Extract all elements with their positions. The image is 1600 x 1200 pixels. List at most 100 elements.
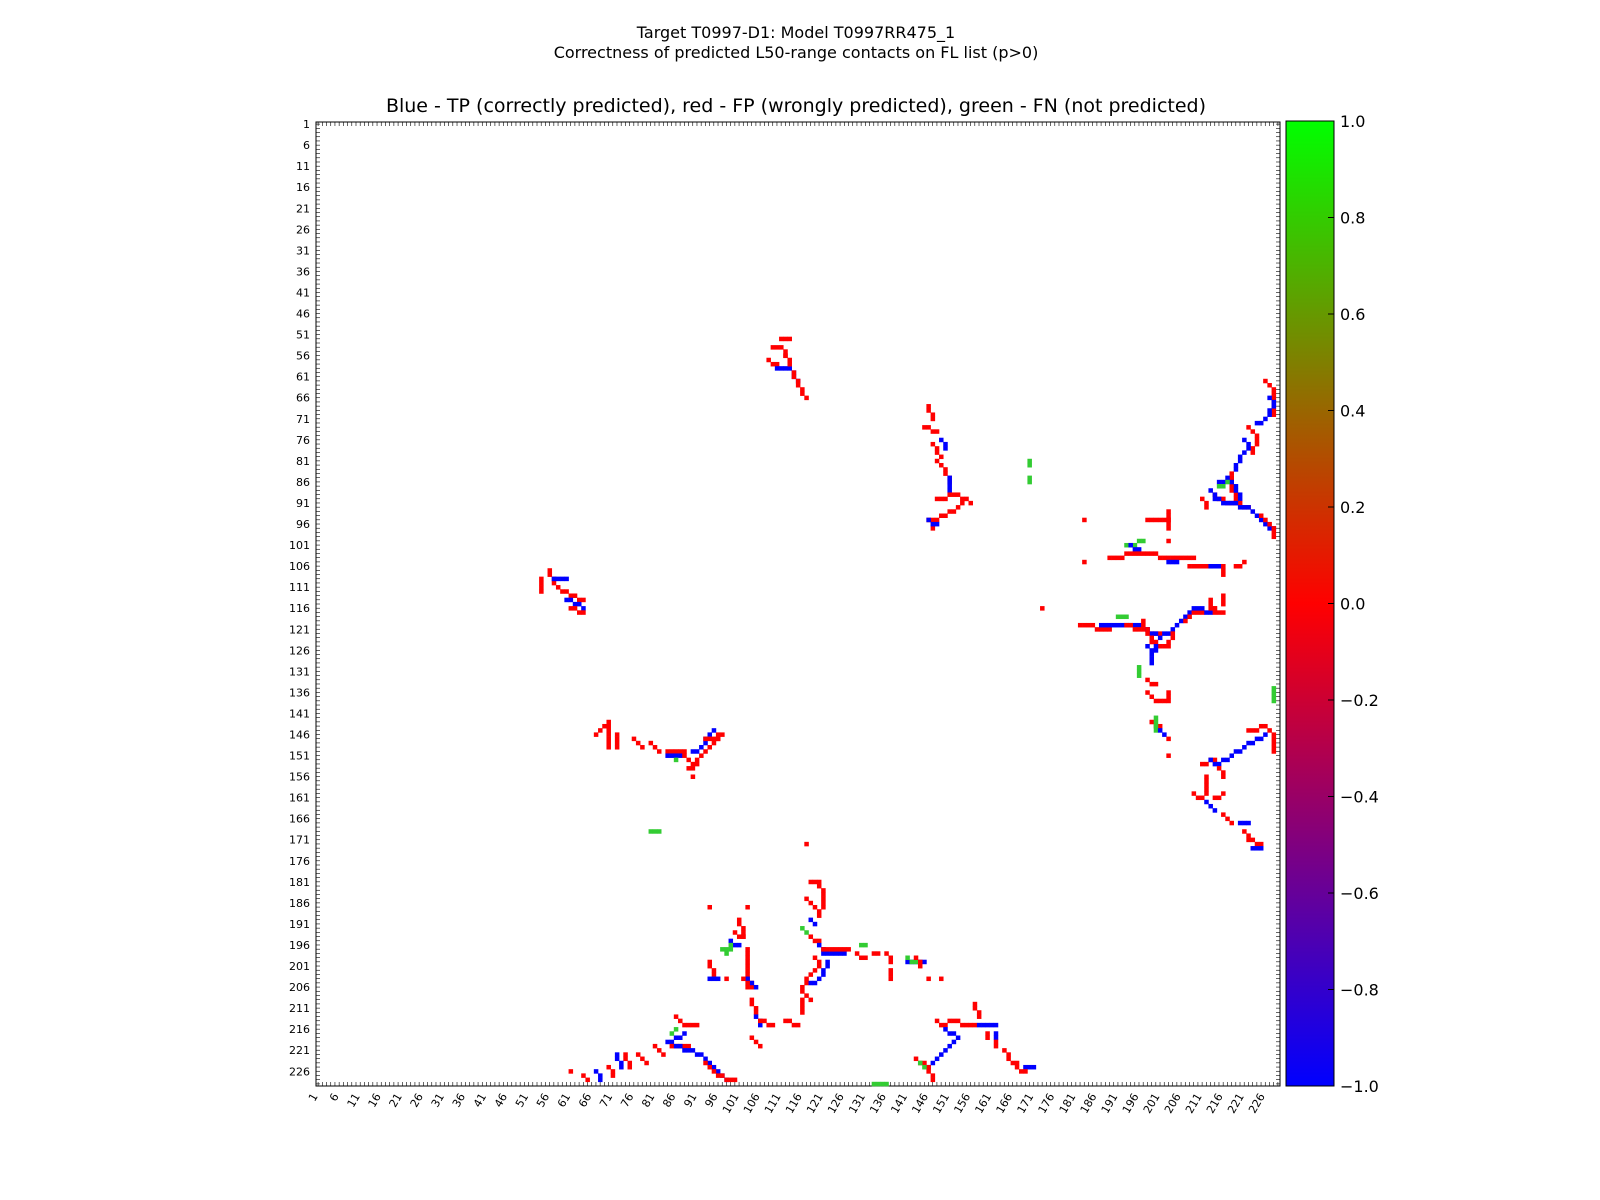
contact-cell-fp	[623, 1056, 628, 1062]
contact-cell-tp	[1107, 622, 1112, 628]
contact-cell-fn	[1124, 614, 1129, 620]
contact-cell-fp	[1157, 723, 1163, 729]
x-tick-label: 36	[450, 1091, 468, 1110]
contact-cell-tp	[619, 1060, 624, 1066]
contact-cell-fp	[791, 374, 797, 380]
x-tick-label: 6	[327, 1091, 342, 1104]
contact-cell-fp	[1010, 1060, 1016, 1066]
contact-cell-fp	[711, 1069, 717, 1074]
contact-cell-tp	[1187, 610, 1192, 615]
contact-cell-fp	[1267, 728, 1272, 733]
contact-cell-fp	[640, 745, 645, 750]
contact-cell-tp	[1216, 564, 1222, 569]
contact-cell-tp	[711, 976, 717, 982]
contact-cell-fp	[812, 955, 818, 961]
contact-cell-fp	[833, 947, 839, 952]
contact-cell-fp	[1124, 622, 1129, 628]
contact-cell-fn	[804, 930, 809, 935]
contact-cell-fp	[1002, 1048, 1007, 1053]
contact-cell-fp	[816, 959, 822, 965]
contact-cell-fp	[1166, 694, 1171, 700]
contact-cell-fp	[1254, 841, 1260, 847]
contact-cell-fp	[837, 947, 843, 952]
contact-cell-fp	[1195, 795, 1201, 801]
contact-cell-fp	[926, 408, 931, 413]
y-tick-label: 156	[289, 771, 310, 784]
contact-cell-fp	[673, 1014, 679, 1019]
contact-cell-fp	[812, 904, 818, 910]
axes-title: Blue - TP (correctly predicted), red - F…	[386, 95, 1206, 117]
contact-cell-fp	[939, 976, 944, 982]
contact-cell-fp	[682, 1043, 687, 1049]
contact-cell-tp	[947, 479, 952, 485]
contact-cell-fp	[985, 1035, 990, 1040]
contact-cell-fp	[1229, 820, 1234, 826]
contact-cell-tp	[1120, 622, 1125, 628]
contact-cell-tp	[715, 1069, 721, 1074]
contact-cell-fp	[930, 412, 936, 417]
contact-cell-fp	[715, 732, 721, 737]
contact-cell-fn	[1153, 719, 1159, 725]
contact-cell-fn	[1271, 694, 1277, 700]
contact-cell-fp	[707, 745, 713, 750]
contact-cell-tp	[551, 576, 557, 582]
contact-cell-fn	[724, 951, 729, 956]
contact-cell-fp	[606, 1064, 611, 1070]
contact-cell-tp	[812, 921, 818, 927]
contact-cell-fp	[770, 345, 776, 350]
contact-cell-fp	[783, 1018, 788, 1024]
contact-cell-fp	[976, 1010, 982, 1015]
y-tick-label: 151	[289, 750, 310, 763]
contact-cell-fp	[749, 997, 755, 1003]
contact-cell-fp	[917, 963, 923, 969]
contact-cell-fp	[1174, 555, 1180, 561]
contact-cell-tp	[1242, 745, 1247, 750]
contact-cell-fp	[1221, 496, 1226, 502]
contact-cell-tp	[598, 1073, 603, 1078]
contact-cell-fp	[951, 1018, 957, 1024]
contact-cell-fp	[1162, 643, 1167, 649]
x-tick-label: 61	[555, 1091, 573, 1110]
contact-cell-tp	[1153, 631, 1159, 636]
contact-cell-tp	[564, 576, 569, 582]
x-tick-label: 146	[909, 1091, 931, 1116]
contact-cell-tp	[678, 753, 683, 758]
contact-cell-fp	[1166, 736, 1171, 742]
contact-cell-fp	[1204, 787, 1209, 792]
x-tick-label: 11	[345, 1091, 363, 1110]
contact-cell-fp	[787, 357, 792, 363]
contact-cell-fp	[993, 1043, 999, 1049]
contact-cell-fp	[1212, 610, 1218, 615]
contact-cell-fp	[1006, 1052, 1011, 1057]
contact-cell-tp	[808, 980, 814, 986]
contact-cell-fp	[694, 761, 700, 767]
contact-cell-fn	[648, 829, 654, 834]
contact-cell-fp	[1200, 564, 1205, 569]
contact-cell-tp	[745, 976, 750, 982]
contact-cell-fp	[1250, 728, 1256, 733]
contact-cell-tp	[1149, 660, 1155, 666]
contact-cell-fp	[1153, 639, 1159, 645]
contact-cell-fp	[1271, 534, 1277, 540]
contact-cell-tp	[976, 1022, 982, 1028]
contact-cell-fp	[875, 951, 881, 956]
contact-cell-fn	[1120, 614, 1125, 620]
contact-cell-fn	[1225, 479, 1230, 485]
contact-cell-fp	[661, 1052, 666, 1057]
plot-area	[315, 121, 1281, 1087]
contact-cell-fp	[568, 606, 574, 611]
contact-cell-tp	[947, 484, 952, 489]
contact-cell-fn	[724, 947, 729, 952]
contact-cell-tp	[694, 749, 700, 754]
contact-cell-fn	[1271, 698, 1277, 704]
y-tick-label: 21	[296, 202, 310, 215]
contact-cell-fp	[1103, 627, 1108, 632]
contact-cell-fp	[572, 606, 578, 611]
contact-cell-fn	[656, 829, 662, 834]
contact-cell-fp	[581, 610, 586, 615]
contact-cell-fn	[669, 1031, 675, 1036]
contact-cell-fp	[943, 1022, 948, 1028]
contact-cell-fn	[673, 757, 679, 763]
contact-cell-fp	[821, 892, 826, 897]
contact-cell-fp	[1271, 387, 1277, 392]
